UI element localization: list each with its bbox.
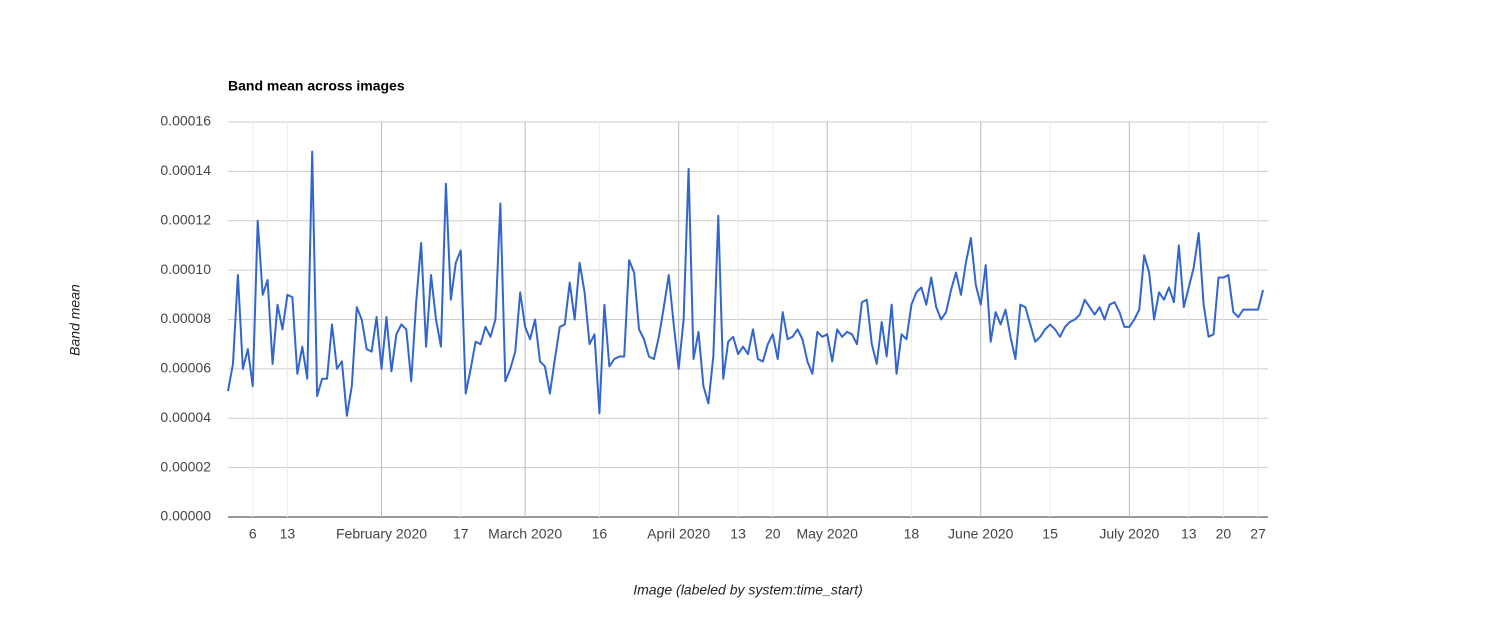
- x-tick-label: 15: [1042, 526, 1058, 542]
- x-tick-label: 6: [249, 526, 257, 542]
- chart-title: Band mean across images: [228, 78, 405, 94]
- y-tick-label: 0.00002: [160, 458, 211, 474]
- x-tick-label: 20: [1216, 526, 1232, 542]
- y-tick-label: 0.00014: [160, 162, 211, 178]
- x-tick-label: April 2020: [647, 526, 710, 542]
- x-axis-title: Image (labeled by system:time_start): [633, 582, 863, 598]
- y-tick-label: 0.00016: [160, 113, 211, 129]
- x-tick-label: June 2020: [948, 526, 1014, 542]
- x-tick-label: 20: [765, 526, 781, 542]
- x-tick-label: 17: [453, 526, 469, 542]
- y-tick-label: 0.00008: [160, 310, 211, 326]
- x-tick-label: March 2020: [488, 526, 562, 542]
- x-tick-label: 13: [280, 526, 296, 542]
- x-tick-label: 13: [1181, 526, 1197, 542]
- x-tick-label: 18: [904, 526, 920, 542]
- x-tick-label: July 2020: [1099, 526, 1159, 542]
- x-tick-label: 13: [730, 526, 746, 542]
- y-tick-label: 0.00012: [160, 211, 211, 227]
- x-tick-label: February 2020: [336, 526, 427, 542]
- data-line: [227, 150, 1265, 417]
- y-tick-label: 0.00010: [160, 261, 211, 277]
- x-tick-label: 16: [592, 526, 608, 542]
- x-tick-label: 27: [1250, 526, 1266, 542]
- y-tick-label: 0.00006: [160, 360, 211, 376]
- x-tick-label: May 2020: [796, 526, 858, 542]
- y-axis-title: Band mean: [67, 284, 83, 356]
- y-tick-label: 0.00004: [160, 409, 211, 425]
- y-tick-label: 0.00000: [160, 508, 211, 524]
